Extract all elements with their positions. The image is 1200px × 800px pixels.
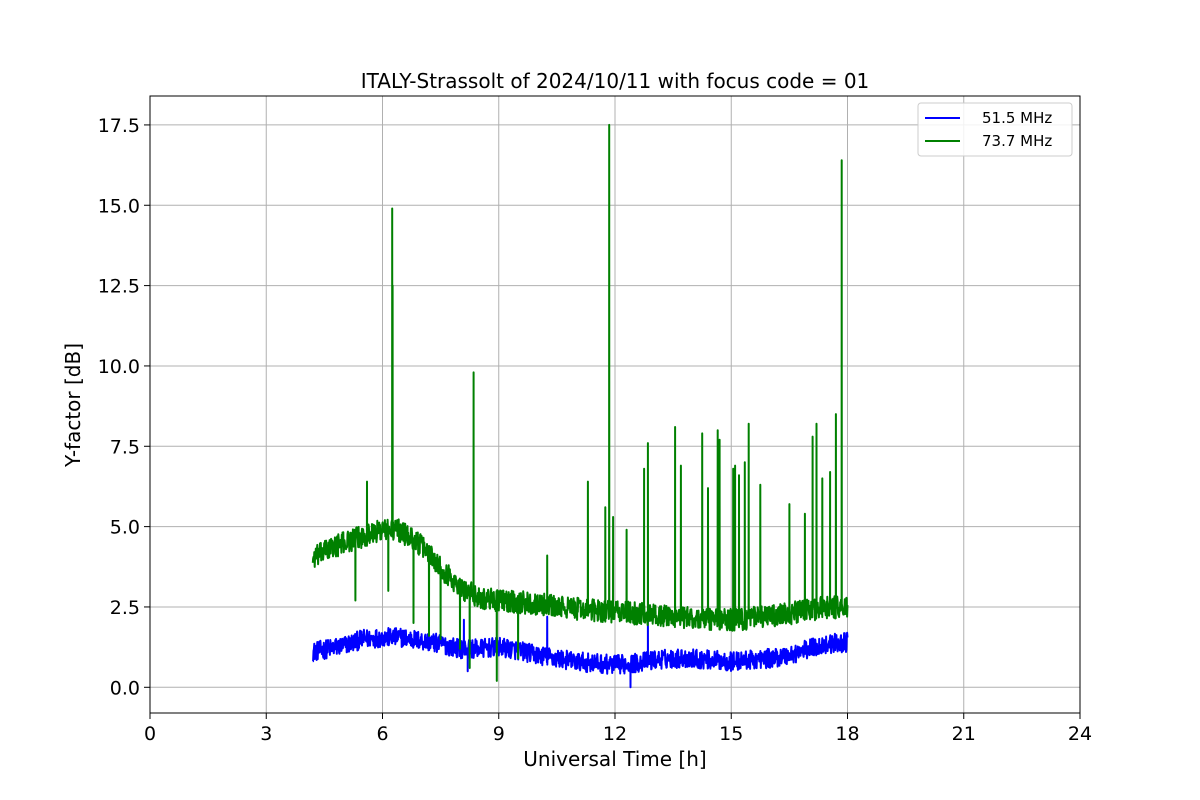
- x-tick-label: 9: [493, 723, 505, 745]
- ticks-layer: 0 3 6 9 12 15 18 21 24 0.0 2.5 5.0 7.5 10.0 12.5 15.0 17…: [98, 115, 1092, 745]
- legend-label-51-5: 51.5 MHz: [982, 109, 1052, 127]
- legend-box: [917, 102, 1073, 157]
- y-tick-label: 2.5: [110, 597, 140, 619]
- grid-layer: [149, 96, 1081, 713]
- x-tick-label: 21: [952, 723, 976, 745]
- y-tick-label: 7.5: [110, 436, 140, 458]
- x-tick-label: 6: [376, 723, 388, 745]
- x-tick-label: 18: [835, 723, 859, 745]
- x-tick-label: 3: [260, 723, 272, 745]
- y-tick-label: 17.5: [98, 115, 140, 137]
- y-tick-label: 15.0: [98, 195, 140, 217]
- x-tick-label: 24: [1068, 723, 1092, 745]
- x-tick-label: 15: [719, 723, 743, 745]
- series-layer: [311, 123, 849, 689]
- chart-title: ITALY-Strassolt of 2024/10/11 with focus…: [361, 69, 870, 93]
- y-tick-label: 0.0: [110, 677, 140, 699]
- x-axis-label: Universal Time [h]: [523, 747, 706, 771]
- y-tick-label: 5.0: [110, 517, 140, 539]
- y-axis-label: Y-factor [dB]: [61, 343, 85, 468]
- y-tick-label: 10.0: [98, 356, 140, 378]
- x-tick-label: 12: [603, 723, 627, 745]
- series-line-51-5-MHz: [312, 615, 849, 689]
- legend-label-73-7: 73.7 MHz: [982, 132, 1052, 150]
- y-tick-label: 12.5: [98, 276, 140, 298]
- x-tick-label: 0: [144, 723, 156, 745]
- series-line-73-7-MHz: [311, 123, 849, 682]
- legend: 51.5 MHz 73.7 MHz: [917, 102, 1073, 157]
